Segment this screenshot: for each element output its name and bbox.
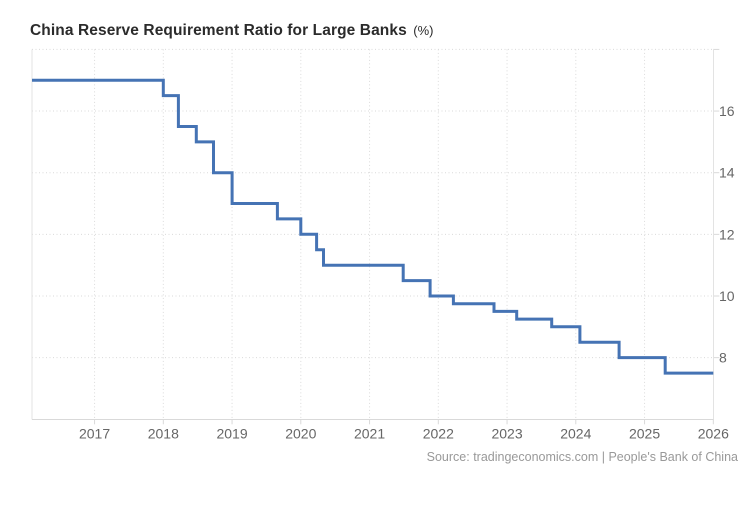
x-axis-label: 2017 [79,426,110,442]
x-axis-label: 2024 [560,426,591,442]
x-axis-label: 2018 [148,426,179,442]
x-axis-label: 2020 [285,426,316,442]
chart-title: China Reserve Requirement Ratio for Larg… [30,22,433,40]
x-axis-label: 2019 [216,426,247,442]
x-axis-label: 2025 [629,426,660,442]
chart-title-unit: (%) [413,23,434,38]
x-axis-label: 2022 [423,426,454,442]
x-axis-label: 2026 [698,426,729,442]
x-axis-label: 2021 [354,426,385,442]
x-axis-label: 2023 [491,426,522,442]
y-axis-label: 12 [719,226,735,242]
series-line[interactable] [32,78,714,375]
source-attribution: Source: tradingeconomics.com | People's … [426,450,738,464]
y-axis-label: 16 [719,103,735,119]
chart-title-text: China Reserve Requirement Ratio for Larg… [30,22,407,39]
y-axis-label: 8 [719,350,727,366]
y-axis-label: 14 [719,165,735,181]
y-axis-label: 10 [719,288,735,304]
